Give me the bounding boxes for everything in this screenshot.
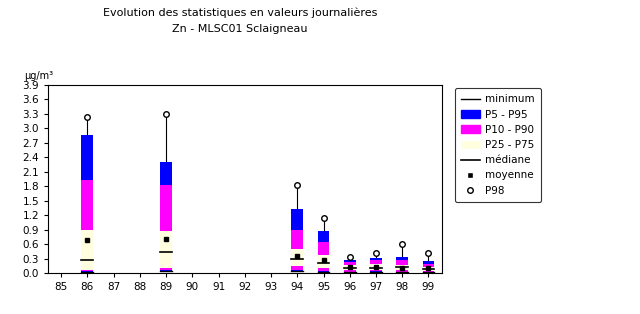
Bar xyxy=(344,265,356,270)
Bar xyxy=(396,265,408,270)
Bar xyxy=(370,258,382,272)
Bar xyxy=(81,230,93,270)
Bar xyxy=(370,260,382,271)
Bar xyxy=(396,260,408,272)
Bar xyxy=(317,255,330,268)
Bar xyxy=(291,209,303,271)
Bar xyxy=(317,242,330,271)
Bar xyxy=(160,185,172,270)
Bar xyxy=(396,257,408,272)
Bar xyxy=(344,260,356,272)
Legend: minimum, P5 - P95, P10 - P90, P25 - P75, médiane, moyenne, P98: minimum, P5 - P95, P10 - P90, P25 - P75,… xyxy=(454,88,541,202)
Text: µg/m³: µg/m³ xyxy=(24,71,54,81)
Bar xyxy=(291,249,303,266)
Text: Evolution des statistiques en valeurs journalières: Evolution des statistiques en valeurs jo… xyxy=(103,8,377,18)
Bar xyxy=(81,134,93,272)
Bar xyxy=(317,231,330,272)
Bar xyxy=(422,267,435,271)
Text: Zn - MLSC01 Sclaigneau: Zn - MLSC01 Sclaigneau xyxy=(172,24,308,34)
Bar xyxy=(81,180,93,271)
Bar xyxy=(370,264,382,270)
Bar xyxy=(291,230,303,270)
Bar xyxy=(344,262,356,272)
Bar xyxy=(160,231,172,268)
Bar xyxy=(422,261,435,272)
Bar xyxy=(422,263,435,272)
Bar xyxy=(160,162,172,271)
